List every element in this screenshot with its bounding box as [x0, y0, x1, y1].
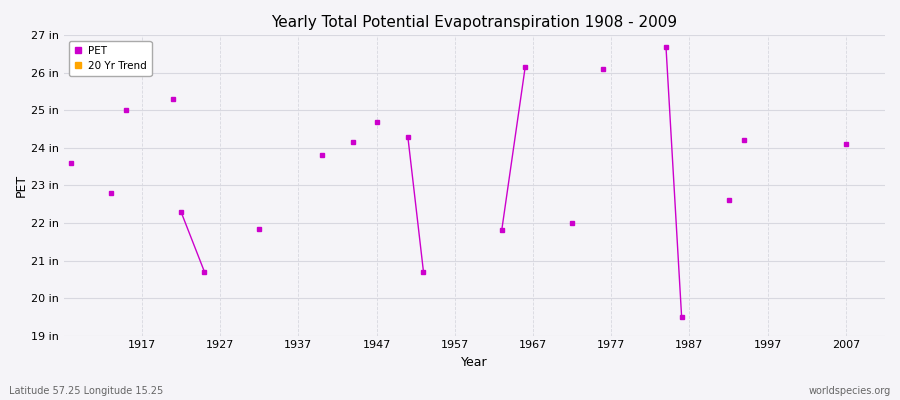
Y-axis label: PET: PET [15, 174, 28, 197]
Text: worldspecies.org: worldspecies.org [809, 386, 891, 396]
X-axis label: Year: Year [461, 356, 488, 369]
Legend: PET, 20 Yr Trend: PET, 20 Yr Trend [68, 40, 151, 76]
Title: Yearly Total Potential Evapotranspiration 1908 - 2009: Yearly Total Potential Evapotranspiratio… [271, 15, 678, 30]
Text: Latitude 57.25 Longitude 15.25: Latitude 57.25 Longitude 15.25 [9, 386, 163, 396]
